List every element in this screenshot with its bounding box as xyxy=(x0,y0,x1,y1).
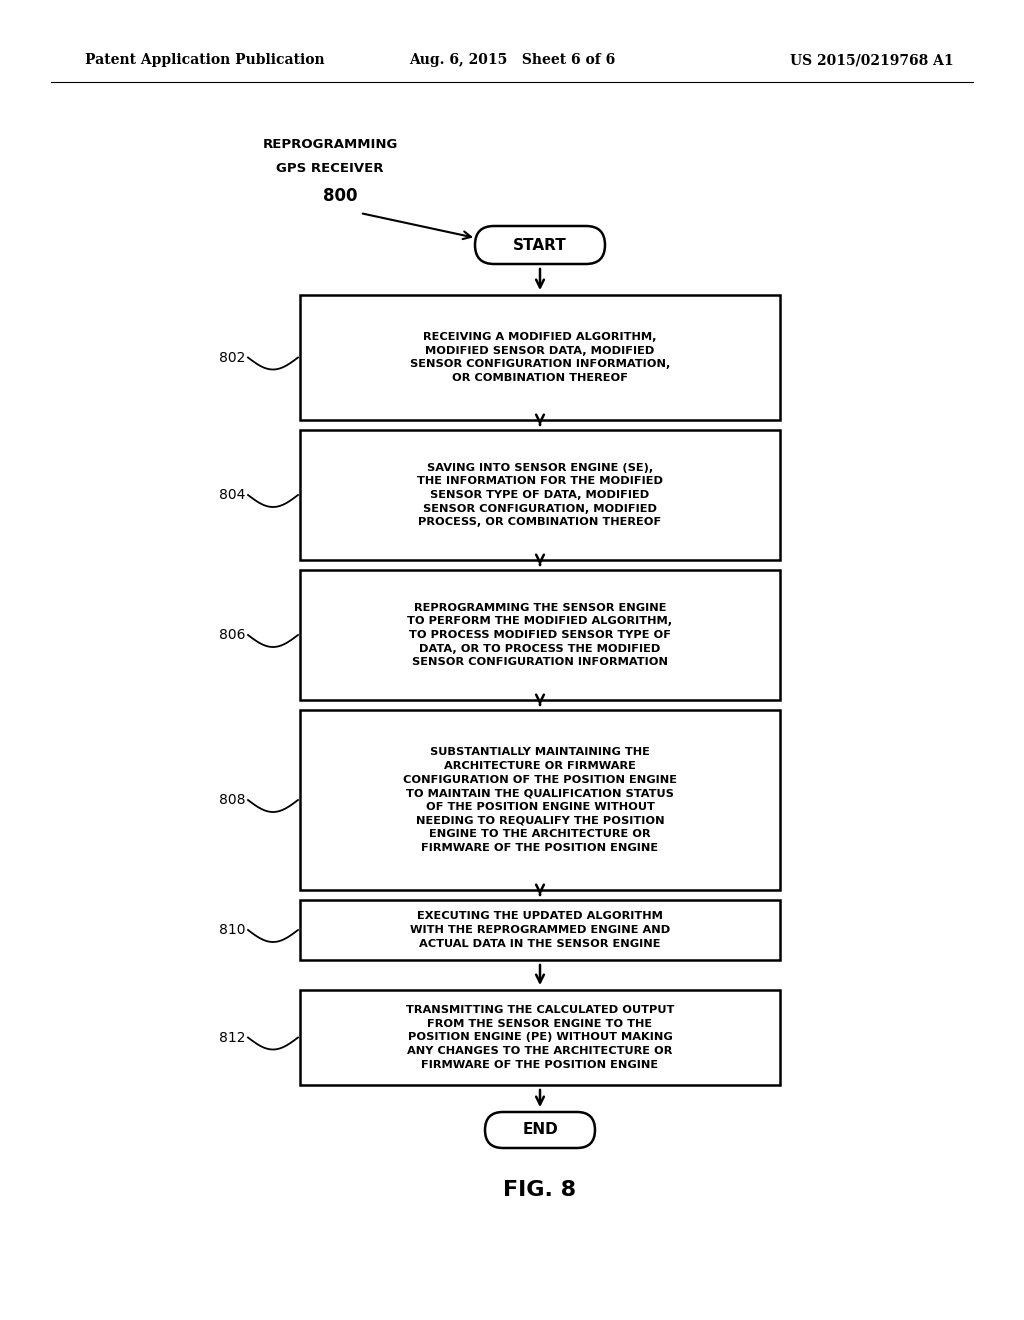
Text: RECEIVING A MODIFIED ALGORITHM,
MODIFIED SENSOR DATA, MODIFIED
SENSOR CONFIGURAT: RECEIVING A MODIFIED ALGORITHM, MODIFIED… xyxy=(410,333,670,383)
Text: 804: 804 xyxy=(219,488,245,502)
Text: 800: 800 xyxy=(323,187,357,205)
Bar xyxy=(300,430,780,560)
Text: TRANSMITTING THE CALCULATED OUTPUT
FROM THE SENSOR ENGINE TO THE
POSITION ENGINE: TRANSMITTING THE CALCULATED OUTPUT FROM … xyxy=(406,1006,674,1069)
FancyBboxPatch shape xyxy=(475,226,605,264)
Text: START: START xyxy=(513,238,567,252)
Text: FIG. 8: FIG. 8 xyxy=(504,1180,577,1200)
FancyBboxPatch shape xyxy=(485,1111,595,1148)
Bar xyxy=(300,900,780,960)
Text: 812: 812 xyxy=(218,1031,245,1044)
Bar xyxy=(300,710,780,890)
Text: EXECUTING THE UPDATED ALGORITHM
WITH THE REPROGRAMMED ENGINE AND
ACTUAL DATA IN : EXECUTING THE UPDATED ALGORITHM WITH THE… xyxy=(410,911,670,949)
Text: 810: 810 xyxy=(218,923,245,937)
Text: US 2015/0219768 A1: US 2015/0219768 A1 xyxy=(791,53,954,67)
Text: Aug. 6, 2015   Sheet 6 of 6: Aug. 6, 2015 Sheet 6 of 6 xyxy=(409,53,615,67)
Text: GPS RECEIVER: GPS RECEIVER xyxy=(276,161,384,174)
Text: SUBSTANTIALLY MAINTAINING THE
ARCHITECTURE OR FIRMWARE
CONFIGURATION OF THE POSI: SUBSTANTIALLY MAINTAINING THE ARCHITECTU… xyxy=(403,747,677,853)
Text: 806: 806 xyxy=(218,628,245,642)
Bar xyxy=(300,990,780,1085)
Text: END: END xyxy=(522,1122,558,1138)
Text: 808: 808 xyxy=(218,793,245,807)
Text: REPROGRAMMING THE SENSOR ENGINE
TO PERFORM THE MODIFIED ALGORITHM,
TO PROCESS MO: REPROGRAMMING THE SENSOR ENGINE TO PERFO… xyxy=(408,603,673,667)
Bar xyxy=(300,294,780,420)
Text: SAVING INTO SENSOR ENGINE (SE),
THE INFORMATION FOR THE MODIFIED
SENSOR TYPE OF : SAVING INTO SENSOR ENGINE (SE), THE INFO… xyxy=(417,463,663,527)
Bar xyxy=(300,570,780,700)
Text: 802: 802 xyxy=(219,351,245,364)
Text: Patent Application Publication: Patent Application Publication xyxy=(85,53,325,67)
Text: REPROGRAMMING: REPROGRAMMING xyxy=(262,139,397,152)
